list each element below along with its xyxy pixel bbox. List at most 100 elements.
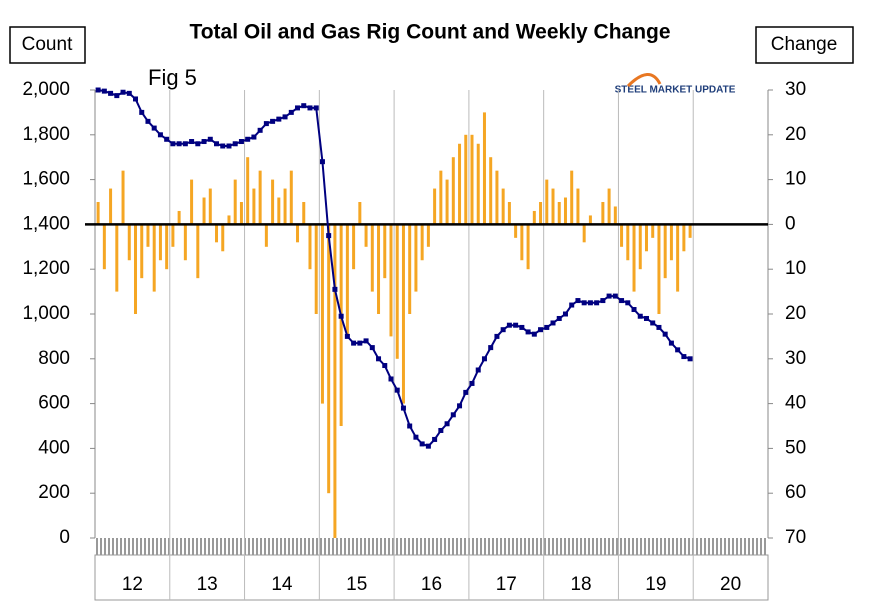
change-bar: [495, 170, 499, 225]
change-bar: [408, 224, 412, 314]
y-tick-label: 200: [38, 482, 70, 503]
change-bar: [320, 224, 324, 404]
change-bar: [227, 215, 231, 225]
count-marker: [681, 354, 687, 360]
count-marker: [245, 136, 251, 142]
change-bar: [327, 224, 331, 494]
change-bar: [601, 202, 605, 225]
change-bar: [215, 224, 219, 243]
x-tick-band: [95, 538, 768, 555]
change-bar: [395, 224, 399, 359]
change-bar: [352, 224, 356, 270]
y2-tick-label: 60: [785, 482, 806, 503]
change-bar: [196, 224, 200, 279]
change-bar: [557, 202, 561, 225]
change-bar: [607, 188, 611, 225]
change-bar: [433, 188, 437, 225]
count-marker: [220, 143, 226, 149]
change-bar: [252, 188, 256, 225]
change-bar: [539, 202, 543, 225]
count-marker: [444, 421, 450, 427]
y2-tick-label: 20: [785, 303, 806, 324]
count-marker: [344, 333, 350, 339]
change-bar: [389, 224, 393, 337]
count-marker: [513, 322, 519, 328]
change-bar: [302, 202, 306, 225]
change-bar: [177, 210, 181, 225]
count-marker: [382, 363, 388, 369]
count-marker: [319, 159, 325, 165]
count-marker: [519, 324, 525, 330]
change-bar: [669, 224, 673, 261]
count-marker: [295, 105, 301, 111]
count-marker: [164, 136, 170, 142]
change-bar: [551, 188, 555, 225]
y2-tick-label: 10: [785, 258, 806, 279]
change-bar: [620, 224, 624, 247]
count-marker: [338, 313, 344, 319]
change-bar: [127, 224, 131, 261]
change-bar: [451, 157, 455, 225]
y-tick-label: 2,000: [22, 79, 70, 100]
count-marker: [301, 103, 307, 109]
count-marker: [606, 293, 612, 299]
count-marker: [475, 367, 481, 373]
count-marker: [650, 320, 656, 326]
change-bar: [676, 224, 680, 292]
y-label-box: [9, 26, 86, 64]
y-tick-label: 1,400: [22, 213, 70, 234]
y2-tick-label: 30: [785, 79, 806, 100]
change-bar: [264, 224, 268, 247]
y-tick-label: 1,600: [22, 169, 70, 190]
change-bar: [532, 210, 536, 225]
change-bar: [563, 197, 567, 225]
y2-axis-label: Change: [771, 34, 838, 55]
count-marker: [257, 127, 263, 133]
change-bar: [651, 224, 655, 238]
count-marker: [400, 405, 406, 411]
change-bar: [439, 170, 443, 225]
count-marker: [587, 300, 593, 306]
count-marker: [469, 380, 475, 386]
count-marker: [544, 324, 550, 330]
count-marker: [157, 132, 163, 138]
change-bar: [271, 179, 275, 225]
y-tick-label: 0: [59, 527, 70, 548]
change-bar: [115, 224, 119, 292]
count-marker: [313, 105, 319, 111]
change-bar: [296, 224, 300, 243]
change-bar: [233, 179, 237, 225]
change-bar: [464, 134, 468, 225]
count-marker: [263, 121, 269, 127]
y2-label-box: [755, 26, 854, 64]
count-marker: [251, 134, 257, 140]
y-tick-label: 400: [38, 437, 70, 458]
change-bar: [458, 143, 462, 225]
change-bar: [277, 197, 281, 225]
change-bar: [489, 157, 493, 225]
count-marker: [288, 109, 294, 115]
change-bar: [358, 202, 362, 225]
count-marker: [637, 313, 643, 319]
y2-tick-label: 70: [785, 527, 806, 548]
change-bar: [545, 179, 549, 225]
count-marker: [182, 141, 188, 147]
change-bar: [171, 224, 175, 247]
change-bar: [644, 224, 648, 252]
change-bar: [258, 170, 262, 225]
count-marker: [432, 436, 438, 442]
count-marker: [407, 423, 413, 429]
count-marker: [270, 118, 276, 124]
change-bar: [102, 224, 106, 270]
annotation: Fig 5: [148, 65, 197, 90]
change-bar: [470, 134, 474, 225]
count-marker: [425, 443, 431, 449]
change-bar: [507, 202, 511, 225]
change-bar: [420, 224, 424, 261]
count-marker: [457, 403, 463, 409]
count-marker: [488, 345, 494, 351]
change-bar: [239, 202, 243, 225]
change-bar: [221, 224, 225, 252]
change-bar: [501, 188, 505, 225]
